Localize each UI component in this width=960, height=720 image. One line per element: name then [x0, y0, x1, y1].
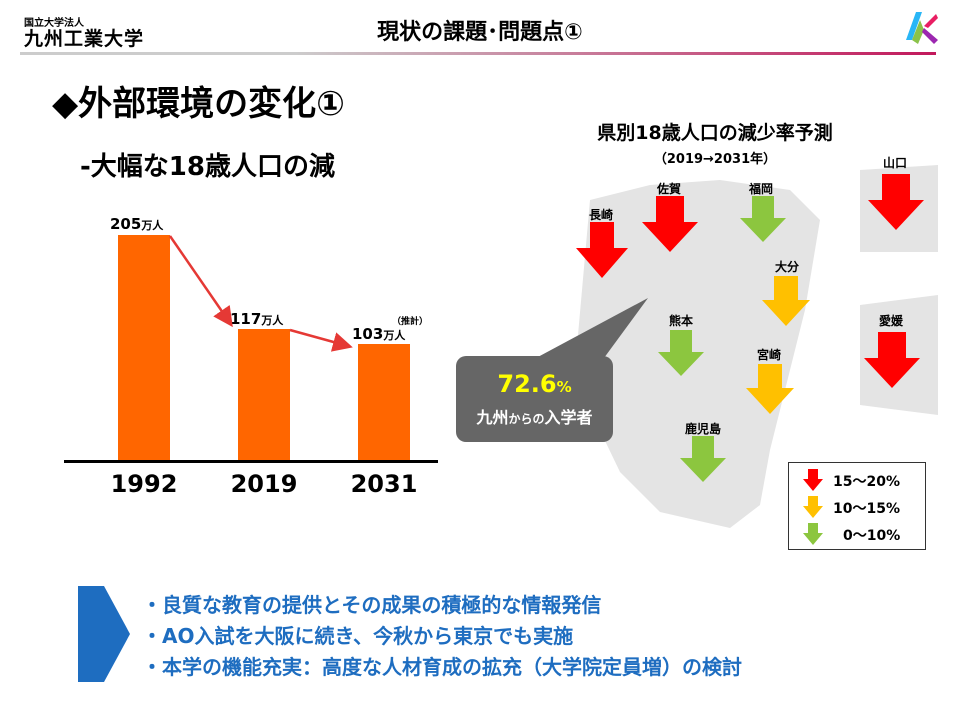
red-arrow-icon: [576, 222, 628, 278]
map-title: 県別18歳人口の減少率予測: [597, 122, 833, 144]
university-logo-name: 九州工業大学: [24, 28, 145, 50]
bullet-item-1: ・良質な教育の提供とその成果の積極的な情報発信: [142, 593, 602, 617]
slide-title: 現状の課題･問題点①: [377, 20, 583, 45]
brand-mark-icon: [906, 12, 938, 44]
red-arrow-icon: [803, 469, 823, 491]
red-arrow-icon: [642, 196, 698, 252]
estimate-note: （推計）: [392, 317, 429, 327]
orange-arrow-icon: [762, 276, 810, 326]
pref-label-oita: 大分: [774, 260, 799, 274]
section-headline: ◆外部環境の変化①: [52, 84, 345, 124]
legend-row-orange: 10～15%: [789, 494, 925, 520]
pref-label-nagasaki: 長崎: [588, 208, 613, 222]
bullet-item-2: ・AO入試を大阪に続き、今秋から東京でも実施: [142, 624, 574, 648]
pref-label-kagoshima: 鹿児島: [684, 422, 721, 436]
legend-row-green: 0～10%: [789, 521, 925, 547]
bar-1992: [118, 235, 170, 461]
bullet-item-3: ・本学の機能充実：高度な人材育成の拡充（大学院定員増）の検討: [142, 655, 742, 679]
pref-label-fukuoka: 福岡: [748, 182, 773, 196]
map-legend: 15～20% 10～15% 0～10%: [788, 462, 926, 550]
bar-2019: [238, 329, 290, 461]
red-arrow-icon: [864, 332, 920, 388]
action-arrow-icon: [78, 586, 130, 682]
pref-label-saga: 佐賀: [656, 182, 681, 196]
map-subtitle: （2019→2031年）: [653, 152, 777, 167]
green-arrow-icon: [658, 330, 704, 376]
pref-label-yamaguchi: 山口: [882, 156, 907, 170]
bar-2031: [358, 344, 410, 461]
chart-baseline: [64, 460, 438, 463]
callout-percentage: 72.6%: [497, 370, 572, 398]
pref-label-kumamoto: 熊本: [668, 314, 693, 328]
bar-label-2031: 103万人: [352, 325, 406, 343]
green-arrow-icon: [680, 436, 726, 482]
year-label-2019: 2019: [230, 470, 298, 498]
kyushu-enrollment-callout: 72.6% 九州からの入学者: [456, 356, 613, 442]
bar-label-2019: 117万人: [230, 310, 284, 328]
legend-row-red: 15～20%: [789, 467, 925, 493]
green-arrow-icon: [803, 523, 823, 545]
pref-label-miyazaki: 宮崎: [756, 348, 781, 362]
year-label-2031: 2031: [350, 470, 418, 498]
pref-label-ehime: 愛媛: [878, 314, 903, 328]
callout-label: 九州からの入学者: [476, 408, 593, 427]
orange-arrow-icon: [803, 496, 823, 518]
orange-arrow-icon: [746, 364, 794, 414]
university-logo-subtitle: 国立大学法人: [24, 18, 84, 29]
title-divider: [20, 52, 936, 55]
green-arrow-icon: [740, 196, 786, 242]
red-arrow-icon: [868, 174, 924, 230]
bar-label-1992: 205万人: [110, 215, 164, 233]
section-subhead: -大幅な18歳人口の減: [80, 152, 335, 182]
year-label-1992: 1992: [110, 470, 178, 498]
